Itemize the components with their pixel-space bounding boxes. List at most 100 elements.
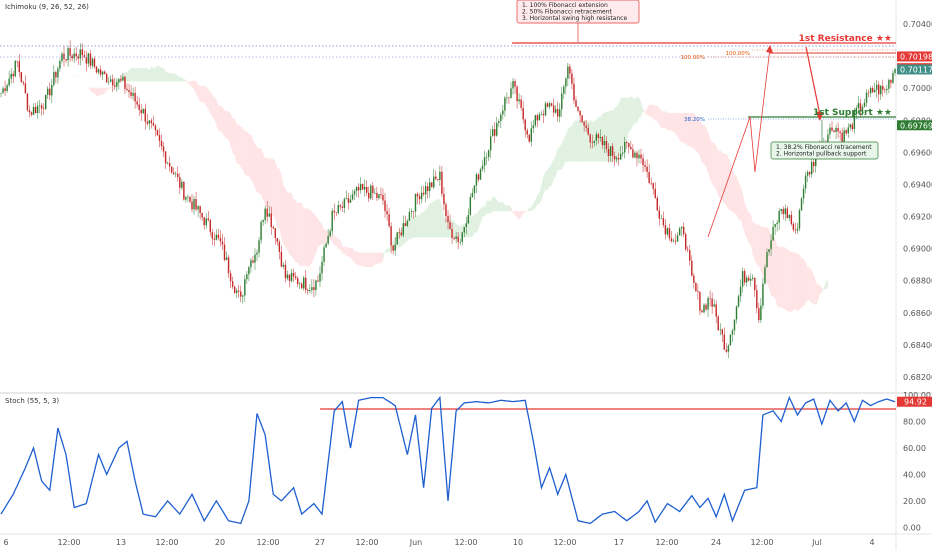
candle-body bbox=[520, 99, 522, 108]
cloud-segment bbox=[480, 206, 483, 223]
candle-body bbox=[128, 90, 130, 93]
x-tick-label: 12:00 bbox=[750, 538, 773, 547]
cloud-segment bbox=[508, 205, 511, 212]
candle-body bbox=[213, 238, 216, 240]
candle-body bbox=[457, 236, 459, 243]
cloud-segment bbox=[344, 246, 347, 257]
candle-body bbox=[522, 107, 524, 120]
cloud-segment bbox=[133, 67, 136, 82]
cloud-segment bbox=[683, 112, 686, 145]
candle-body bbox=[829, 127, 831, 135]
cloud-segment bbox=[502, 201, 505, 212]
projection-arrow bbox=[805, 46, 821, 116]
candle-body bbox=[227, 257, 230, 274]
cloud-segment bbox=[781, 246, 784, 309]
candle-body bbox=[845, 130, 847, 134]
candle-body bbox=[709, 298, 711, 299]
cloud-segment bbox=[454, 221, 457, 238]
candle-body bbox=[453, 238, 455, 240]
candle-body bbox=[118, 79, 120, 83]
candle-body bbox=[132, 92, 134, 96]
cloud-segment bbox=[704, 124, 707, 167]
cloud-segment bbox=[389, 243, 392, 253]
cloud-segment bbox=[740, 186, 743, 226]
candle-body bbox=[886, 88, 888, 91]
cloud-segment bbox=[161, 67, 164, 82]
candle-body bbox=[353, 191, 356, 195]
cloud-segment bbox=[706, 127, 709, 173]
candle-body bbox=[540, 113, 543, 115]
candle-body bbox=[542, 113, 545, 116]
cloud-segment bbox=[734, 174, 737, 215]
candle-body bbox=[280, 251, 283, 267]
candle-body bbox=[138, 104, 140, 110]
candle-body bbox=[73, 53, 75, 59]
cloud-segment bbox=[537, 192, 540, 204]
candle-body bbox=[467, 214, 470, 224]
candle-body bbox=[668, 228, 671, 239]
candle-body bbox=[124, 76, 126, 89]
cloud-segment bbox=[638, 97, 642, 118]
cloud-segment bbox=[817, 284, 820, 302]
cloud-segment bbox=[415, 215, 418, 238]
cloud-segment bbox=[338, 239, 341, 250]
cloud-segment bbox=[809, 267, 812, 304]
cloud-segment bbox=[578, 120, 581, 162]
y-tick-label: 0.68200 bbox=[903, 373, 932, 382]
candle-body bbox=[170, 166, 173, 173]
cloud-segment bbox=[797, 253, 800, 312]
candle-body bbox=[483, 157, 486, 166]
cloud-segment bbox=[297, 202, 300, 267]
candle-body bbox=[471, 193, 474, 198]
cloud-segment bbox=[681, 112, 684, 143]
stoch-tick-label: 20.00 bbox=[903, 497, 926, 506]
candle-body bbox=[2, 88, 4, 94]
candle-body bbox=[333, 210, 335, 213]
cloud-segment bbox=[177, 75, 180, 82]
candle-body bbox=[475, 174, 478, 186]
candle-body bbox=[317, 280, 319, 282]
candle-body bbox=[274, 228, 277, 239]
candle-body bbox=[105, 73, 108, 83]
cloud-segment bbox=[421, 212, 424, 238]
cloud-segment bbox=[169, 72, 172, 82]
candle-body bbox=[49, 88, 51, 96]
cloud-segment bbox=[458, 224, 461, 238]
cloud-segment bbox=[187, 81, 190, 85]
candle-body bbox=[205, 218, 207, 226]
cloud-segment bbox=[592, 121, 595, 162]
candle-body bbox=[435, 176, 437, 180]
stoch-tag bbox=[897, 396, 932, 407]
stoch-tag-label: 94.92 bbox=[904, 398, 927, 407]
cloud-segment bbox=[80, 85, 83, 87]
candle-body bbox=[217, 234, 220, 238]
cloud-segment bbox=[435, 198, 438, 238]
cloud-segment bbox=[799, 255, 802, 310]
candle-body bbox=[727, 345, 730, 352]
candle-body bbox=[168, 162, 171, 167]
candle-body bbox=[847, 127, 849, 134]
cloud-segment bbox=[825, 280, 828, 290]
cloud-segment bbox=[758, 224, 761, 271]
cloud-segment bbox=[687, 112, 690, 147]
candle-body bbox=[786, 208, 789, 219]
cloud-segment bbox=[419, 212, 422, 238]
cloud-segment bbox=[131, 67, 134, 82]
cloud-segment bbox=[515, 211, 518, 218]
cloud-segment bbox=[303, 208, 306, 267]
cloud-segment bbox=[100, 87, 103, 95]
candle-body bbox=[437, 179, 439, 180]
candle-body bbox=[634, 152, 636, 158]
cloud-segment bbox=[368, 252, 371, 268]
cloud-segment bbox=[204, 85, 207, 107]
candle-body bbox=[164, 151, 167, 164]
cloud-segment bbox=[701, 124, 704, 165]
candle-body bbox=[487, 150, 490, 158]
candle-body bbox=[327, 236, 329, 244]
cloud-segment bbox=[360, 252, 363, 266]
cloud-segment bbox=[521, 211, 524, 218]
cloud-segment bbox=[732, 170, 735, 214]
candle-body bbox=[587, 127, 589, 135]
